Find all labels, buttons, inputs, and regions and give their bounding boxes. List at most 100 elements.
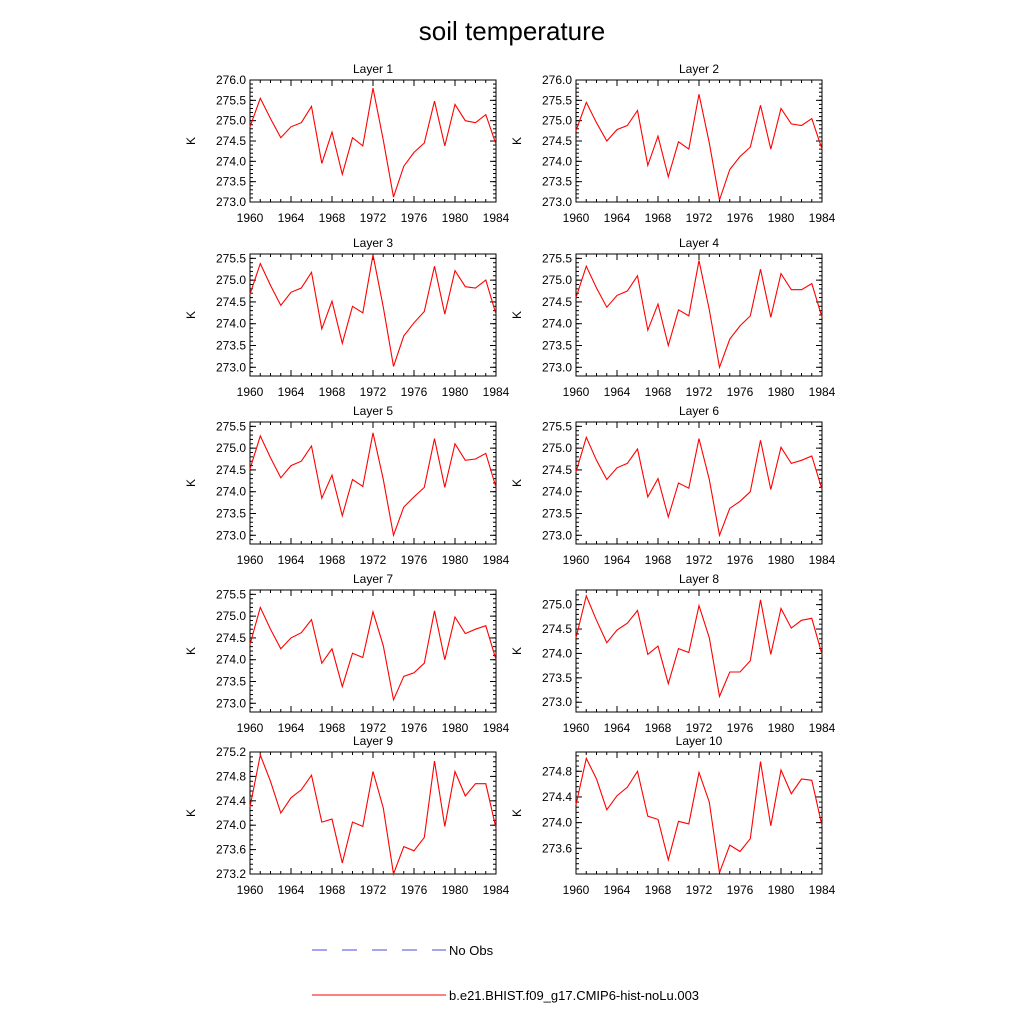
x-tick-label: 1984 — [483, 385, 510, 399]
y-tick-label: 274.0 — [542, 154, 572, 168]
x-tick-label: 1960 — [237, 211, 264, 225]
x-tick-label: 1968 — [645, 883, 672, 897]
x-tick-label: 1976 — [727, 553, 754, 567]
y-tick-label: 274.0 — [216, 485, 246, 499]
x-tick-label: 1984 — [483, 211, 510, 225]
panel-title: Layer 7 — [353, 572, 393, 586]
panel-layer-6: Layer 6 K 1960 1964 1968 1972 1976 1980 1984 273.… — [510, 404, 836, 567]
panel-title: Layer 6 — [679, 404, 719, 418]
y-tick-label: 276.0 — [216, 73, 246, 87]
y-tick-label: 274.5 — [216, 463, 246, 477]
series-line-layer-2 — [575, 94, 823, 201]
x-tick-label: 1980 — [768, 721, 795, 735]
panel-title: Layer 3 — [353, 236, 393, 250]
y-tick-label: 274.5 — [542, 463, 572, 477]
y-tick-label: 274.0 — [216, 317, 246, 331]
y-tick-label: 273.0 — [542, 360, 572, 374]
x-tick-label: 1972 — [686, 721, 713, 735]
panel-title: Layer 1 — [353, 62, 393, 76]
y-tick-label: 275.5 — [216, 251, 246, 265]
x-tick-label: 1964 — [604, 553, 631, 567]
panel-layer-10: Layer 10 K 1960 1964 1968 1972 1976 1980 1984 273… — [510, 734, 836, 897]
x-tick-label: 1980 — [768, 553, 795, 567]
x-tick-label: 1976 — [401, 385, 428, 399]
y-axis-label: K — [184, 647, 198, 655]
x-tick-label: 1976 — [727, 721, 754, 735]
x-tick-label: 1964 — [278, 211, 305, 225]
x-tick-label: 1980 — [768, 883, 795, 897]
legend: No Obs b.e21.BHIST.f09_g17.CMIP6-hist-no… — [312, 943, 699, 1003]
y-tick-label: 273.0 — [542, 695, 572, 709]
y-tick-label: 273.5 — [216, 507, 246, 521]
x-tick-label: 1976 — [727, 385, 754, 399]
y-tick-label: 274.0 — [216, 818, 246, 832]
x-tick-label: 1980 — [442, 385, 469, 399]
x-tick-label: 1960 — [563, 385, 590, 399]
y-tick-label: 274.5 — [216, 295, 246, 309]
y-tick-label: 274.5 — [216, 134, 246, 148]
plot-frame — [249, 751, 497, 875]
y-axis-label: K — [510, 809, 524, 817]
legend-no-obs-label: No Obs — [449, 943, 494, 958]
y-tick-label: 274.0 — [216, 653, 246, 667]
panel-title: Layer 4 — [679, 236, 719, 250]
series-line-layer-8 — [575, 594, 823, 699]
x-tick-label: 1980 — [442, 211, 469, 225]
panel-title: Layer 2 — [679, 62, 719, 76]
y-axis-label: K — [184, 479, 198, 487]
x-tick-label: 1968 — [319, 553, 346, 567]
y-tick-label: 273.5 — [216, 339, 246, 353]
panel-layer-3: Layer 3 K 1960 1964 1968 1972 1976 1980 1984 273.… — [184, 236, 510, 399]
x-tick-label: 1968 — [319, 211, 346, 225]
y-tick-label: 275.0 — [216, 273, 246, 287]
x-tick-label: 1980 — [442, 553, 469, 567]
series-line-layer-5 — [249, 432, 497, 538]
y-axis-label: K — [184, 137, 198, 145]
y-tick-label: 273.0 — [216, 528, 246, 542]
panel-title: Layer 9 — [353, 734, 393, 748]
y-tick-label: 273.6 — [216, 843, 246, 857]
x-tick-label: 1972 — [686, 883, 713, 897]
x-tick-label: 1980 — [768, 385, 795, 399]
panel-layer-5: Layer 5 K 1960 1964 1968 1972 1976 1980 1984 273.… — [184, 404, 510, 567]
panel-title: Layer 10 — [676, 734, 723, 748]
x-tick-label: 1968 — [645, 721, 672, 735]
y-tick-label: 273.0 — [216, 696, 246, 710]
series-line-layer-1 — [249, 87, 497, 198]
x-tick-label: 1976 — [401, 883, 428, 897]
x-tick-label: 1972 — [360, 883, 387, 897]
y-tick-label: 273.5 — [542, 175, 572, 189]
series-line-layer-3 — [249, 254, 497, 367]
x-tick-label: 1980 — [768, 211, 795, 225]
y-tick-label: 273.0 — [216, 195, 246, 209]
x-tick-label: 1972 — [360, 553, 387, 567]
x-tick-label: 1980 — [442, 883, 469, 897]
y-axis-label: K — [510, 647, 524, 655]
y-tick-label: 273.0 — [542, 195, 572, 209]
x-tick-label: 1964 — [604, 883, 631, 897]
x-tick-label: 1972 — [360, 385, 387, 399]
panel-layer-2: Layer 2 K 1960 1964 1968 1972 1976 1980 1984 273.… — [510, 62, 836, 225]
x-tick-label: 1972 — [686, 385, 713, 399]
y-tick-label: 275.0 — [542, 114, 572, 128]
x-tick-label: 1964 — [278, 721, 305, 735]
x-tick-label: 1960 — [563, 721, 590, 735]
y-tick-label: 273.2 — [216, 867, 246, 881]
x-tick-label: 1964 — [278, 385, 305, 399]
x-tick-label: 1964 — [604, 721, 631, 735]
plot-frame — [249, 589, 497, 713]
y-tick-label: 275.5 — [542, 93, 572, 107]
plot-frame — [575, 751, 823, 875]
y-tick-label: 273.0 — [542, 528, 572, 542]
panel-layer-8: Layer 8 K 1960 1964 1968 1972 1976 1980 1984 273.… — [510, 572, 836, 735]
x-tick-label: 1960 — [237, 385, 264, 399]
y-tick-label: 274.5 — [216, 631, 246, 645]
x-tick-label: 1984 — [809, 721, 836, 735]
panel-title: Layer 8 — [679, 572, 719, 586]
y-tick-label: 274.4 — [216, 794, 246, 808]
y-tick-label: 275.0 — [216, 441, 246, 455]
series-line-layer-6 — [575, 435, 823, 538]
y-tick-label: 274.8 — [216, 769, 246, 783]
x-tick-label: 1972 — [360, 211, 387, 225]
y-tick-label: 273.5 — [542, 339, 572, 353]
